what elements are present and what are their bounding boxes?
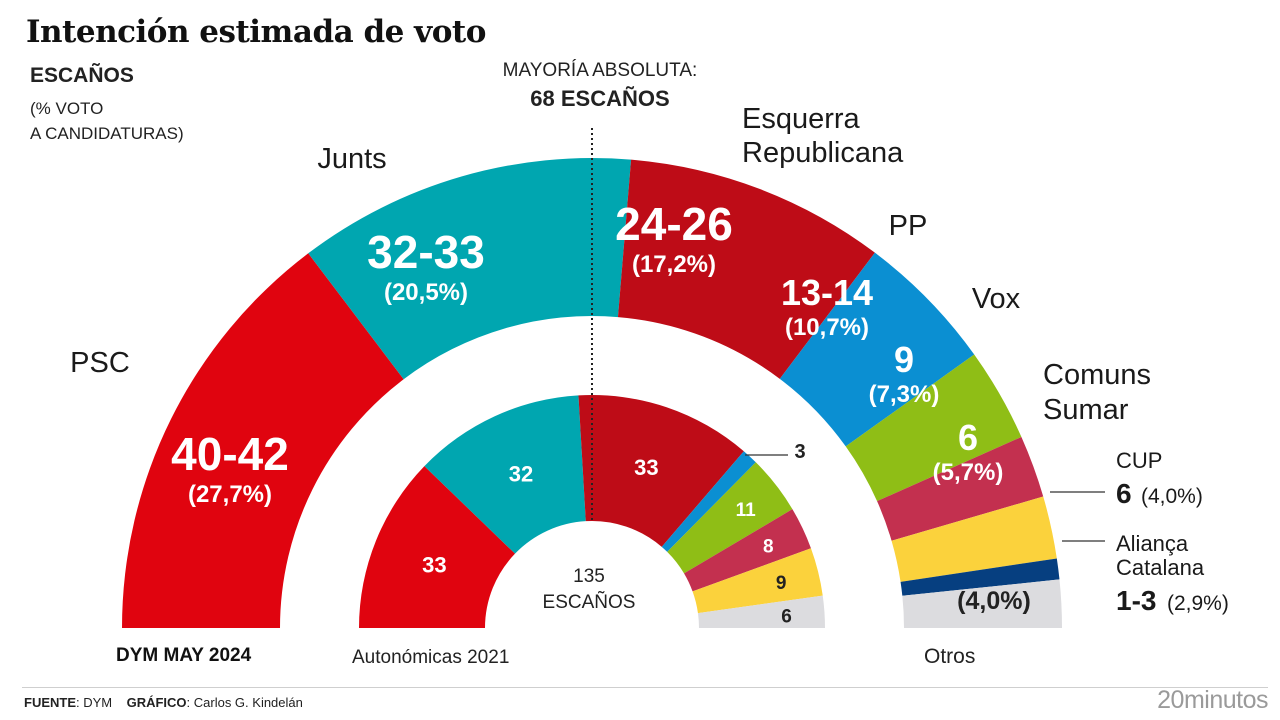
party-name-pp: PP — [889, 210, 928, 242]
inner-segment-vox — [667, 462, 793, 574]
inner-center-total: 135 — [573, 566, 605, 587]
party-name-comuns-line1: Comuns — [1043, 359, 1151, 391]
chart-title: Intención estimada de voto — [26, 14, 486, 50]
segment-cup — [891, 496, 1057, 582]
inner-seats-label-vox: 11 — [736, 500, 757, 521]
segment-vox — [845, 354, 1022, 502]
brand-logo: 20minutos — [1157, 686, 1268, 714]
source-label: FUENTE — [24, 695, 76, 710]
inner-seats-label-comuns-sumar: 8 — [763, 537, 774, 558]
vote-label-vox: (7,3%) — [869, 381, 940, 408]
inner-segment-junts — [424, 395, 586, 554]
segment-comuns-sumar — [877, 436, 1044, 541]
subtitle-vote-note: (% VOTO A CANDIDATURAS) — [30, 96, 184, 146]
inner-seats-label-pp: 3 — [794, 441, 805, 463]
vote-label-junts: (20,5%) — [384, 279, 468, 306]
graphic-label: GRÁFICO — [126, 695, 187, 710]
party-name-erc-line1: Esquerra — [742, 103, 861, 135]
majority-value: 68 ESCAÑOS — [530, 86, 670, 111]
source-value: : DYM — [76, 695, 113, 710]
party-name-cup: CUP — [1116, 448, 1162, 473]
inner-segment-pp — [661, 451, 756, 552]
seats-label-pp: 13-14 — [781, 272, 873, 313]
segment-junts — [308, 158, 632, 380]
graphic-value: : Carlos G. Kindelán — [186, 695, 303, 710]
inner-seats-label-psc: 33 — [422, 552, 446, 577]
inner-segment-comuns-sumar — [684, 509, 811, 592]
footer-divider — [22, 687, 1268, 688]
party-name-vox: Vox — [972, 283, 1021, 315]
seats-label-vox: 9 — [894, 339, 914, 380]
seats-label-comuns-sumar: 6 — [958, 417, 978, 458]
inner-seats-label-junts: 32 — [509, 462, 533, 487]
otros-caption: Otros — [924, 645, 976, 668]
subtitle-line-1: (% VOTO — [30, 99, 104, 118]
seats-label-cup: 6 — [1116, 478, 1132, 509]
majority-annotation: MAYORÍA ABSOLUTA: 68 ESCAÑOS — [470, 60, 730, 112]
source-credit: FUENTE: DYM GRÁFICO: Carlos G. Kindelán — [24, 695, 303, 710]
vote-label-alianca: (2,9%) — [1167, 592, 1229, 615]
inner-segment-cup — [692, 548, 823, 614]
vote-label-psc: (27,7%) — [188, 481, 272, 508]
inner-segment-esquerra-republicana — [578, 395, 744, 547]
seats-label-junts: 32-33 — [367, 226, 485, 278]
segment-esquerra-republicana — [617, 159, 875, 379]
inner-segment-psc — [359, 466, 516, 628]
vote-label-pp: (10,7%) — [785, 314, 869, 341]
poll-caption: DYM MAY 2024 — [116, 645, 252, 666]
inner-seats-label-cup: 9 — [776, 573, 787, 594]
party-name-erc-line2: Republicana — [742, 137, 904, 169]
inner-seats-label-otros: 6 — [781, 606, 792, 627]
segment-psc — [122, 253, 404, 628]
seats-label-esquerra-republicana: 24-26 — [615, 198, 733, 250]
vote-label-comuns-sumar: (5,7%) — [933, 459, 1004, 486]
segment-alianca-catalana — [900, 558, 1060, 596]
subtitle-line-2: A CANDIDATURAS) — [30, 124, 184, 143]
party-name-junts: Junts — [317, 143, 386, 175]
subtitle-seats: ESCAÑOS — [30, 64, 134, 87]
majority-label: MAYORÍA ABSOLUTA: — [502, 60, 698, 81]
inner-center-unit: ESCAÑOS — [543, 591, 636, 613]
segment-pp — [779, 252, 975, 447]
segment-otros — [902, 579, 1062, 628]
vote-label-esquerra-republicana: (17,2%) — [632, 251, 716, 278]
seats-label-psc: 40-42 — [171, 428, 289, 480]
party-name-comuns-line2: Sumar — [1043, 394, 1129, 426]
vote-label-otros: (4,0%) — [957, 587, 1031, 615]
party-name-alianca-line2: Catalana — [1116, 555, 1205, 580]
previous-election-caption: Autonómicas 2021 — [352, 647, 510, 668]
inner-segment-otros — [697, 595, 825, 628]
seats-label-alianca: 1-3 — [1116, 585, 1156, 616]
party-name-alianca-line1: Aliança — [1116, 531, 1189, 556]
party-name-psc: PSC — [70, 347, 130, 379]
vote-label-cup: (4,0%) — [1141, 485, 1203, 508]
inner-seats-label-esquerra-republicana: 33 — [634, 455, 658, 480]
